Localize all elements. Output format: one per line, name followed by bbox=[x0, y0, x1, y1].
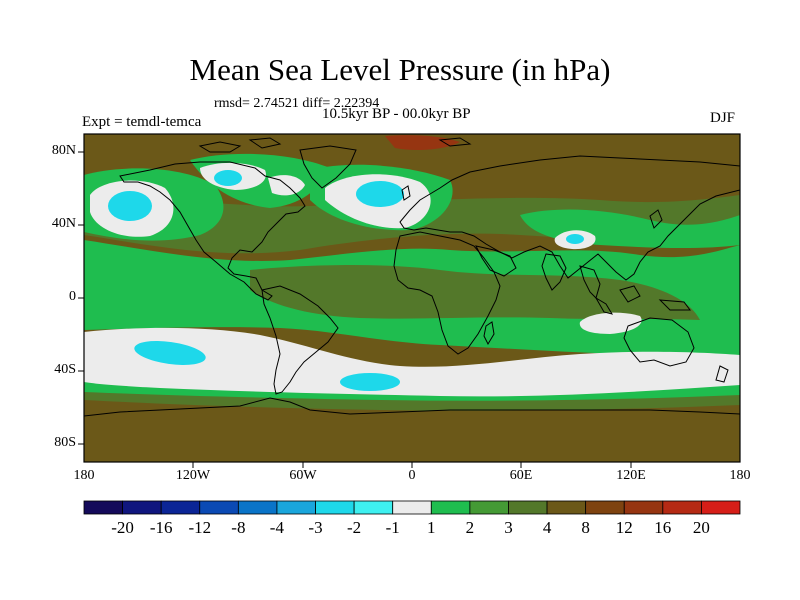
colorbar-box-1 bbox=[122, 500, 162, 515]
cyan-low-tibet bbox=[566, 234, 584, 244]
colorbar-box-12 bbox=[546, 500, 587, 515]
coast-north-america bbox=[119, 161, 306, 301]
lon-label-120w: 120W bbox=[175, 468, 211, 483]
coast-arctic-islands bbox=[198, 137, 472, 153]
lon-label-180-west: 180 bbox=[73, 468, 95, 483]
colorbar-box-15 bbox=[662, 500, 702, 515]
colorbar-label-8: 1 bbox=[427, 518, 436, 537]
colorbar-box-14 bbox=[623, 500, 664, 515]
colorbar bbox=[83, 500, 741, 515]
coast-uk bbox=[401, 185, 411, 201]
coast-greenland bbox=[299, 145, 357, 189]
cyan-low-south-pacific bbox=[134, 341, 206, 365]
pressure-field bbox=[84, 134, 740, 462]
cyan-low-hudson bbox=[214, 170, 242, 186]
lon-label-180-east: 180 bbox=[729, 468, 751, 483]
colorbar-label-5: -3 bbox=[308, 518, 323, 537]
colorbar-box-11 bbox=[508, 500, 548, 515]
colorbar-box-4 bbox=[237, 500, 278, 515]
colorbar-label-14: 16 bbox=[654, 518, 672, 537]
coast-europe-asia bbox=[399, 155, 740, 281]
cyan-low-north-pacific bbox=[108, 191, 152, 221]
colorbar-label-6: -2 bbox=[347, 518, 362, 537]
lon-label-60e: 60E bbox=[509, 468, 533, 483]
colorbar-box-2 bbox=[160, 500, 201, 515]
axis-ticks bbox=[78, 151, 632, 468]
white-southern-band bbox=[84, 327, 740, 397]
colorbar-label-12: 8 bbox=[581, 518, 590, 537]
coast-arabia bbox=[475, 245, 517, 277]
plot-title: Mean Sea Level Pressure (in hPa) bbox=[189, 52, 611, 87]
colorbar-label-1: -16 bbox=[149, 518, 173, 537]
coast-borneo bbox=[619, 285, 641, 303]
coast-japan bbox=[649, 209, 663, 229]
colorbar-box-6 bbox=[315, 500, 355, 515]
lon-label-60w: 60W bbox=[289, 468, 317, 483]
coast-south-america bbox=[261, 285, 339, 395]
coast-australia bbox=[623, 317, 695, 367]
colorbar-box-16 bbox=[701, 500, 741, 515]
colorbar-label-3: -8 bbox=[231, 518, 246, 537]
colorbar-box-8 bbox=[392, 500, 432, 515]
coastlines bbox=[84, 137, 740, 417]
coast-antarctica bbox=[84, 397, 740, 417]
cyan-low-north-atlantic bbox=[356, 181, 404, 207]
lat-label-80n: 80N bbox=[51, 143, 76, 158]
lat-label-0: 0 bbox=[69, 289, 76, 304]
colorbar-box-9 bbox=[430, 500, 471, 515]
period-label: 10.5kyr BP - 00.0kyr BP bbox=[322, 106, 471, 122]
olive-tropical-patch bbox=[250, 265, 700, 320]
lon-label-120e: 120E bbox=[616, 468, 646, 483]
lat-label-80s: 80S bbox=[54, 435, 76, 450]
coast-india bbox=[541, 253, 567, 291]
colorbar-box-5 bbox=[276, 500, 316, 515]
experiment-label: Expt = temdl-temca bbox=[82, 114, 202, 130]
colorbar-label-13: 12 bbox=[615, 518, 633, 537]
red-arctic-patch bbox=[385, 135, 460, 150]
colorbar-label-15: 20 bbox=[692, 518, 710, 537]
coast-new-guinea bbox=[658, 299, 691, 311]
colorbar-label-2: -12 bbox=[188, 518, 212, 537]
coast-madagascar bbox=[483, 321, 495, 346]
lat-label-40s: 40S bbox=[54, 362, 76, 377]
colorbar-box-3 bbox=[199, 500, 239, 515]
colorbar-box-10 bbox=[469, 500, 509, 515]
colorbar-label-10: 3 bbox=[504, 518, 513, 537]
lon-label-0: 0 bbox=[408, 468, 416, 483]
season-label: DJF bbox=[710, 110, 736, 126]
colorbar-label-11: 4 bbox=[542, 518, 552, 537]
colorbar-box-0 bbox=[83, 500, 123, 515]
cyan-low-south-atlantic bbox=[340, 373, 400, 391]
rmsd-diff-stats: rmsd= 2.74521 diff= 2.22394 bbox=[214, 96, 380, 111]
coast-africa bbox=[393, 231, 501, 355]
coast-new-zealand bbox=[715, 365, 729, 383]
colorbar-label-7: -1 bbox=[385, 518, 400, 537]
colorbar-box-13 bbox=[585, 500, 625, 515]
colorbar-label-0: -20 bbox=[111, 518, 134, 537]
coast-sumatra bbox=[594, 296, 614, 315]
colorbar-label-9: 2 bbox=[465, 518, 475, 537]
colorbar-label-4: -4 bbox=[269, 518, 284, 537]
colorbar-box-7 bbox=[353, 500, 394, 515]
lat-label-40n: 40N bbox=[51, 216, 76, 231]
white-indian-ocean bbox=[579, 312, 642, 334]
